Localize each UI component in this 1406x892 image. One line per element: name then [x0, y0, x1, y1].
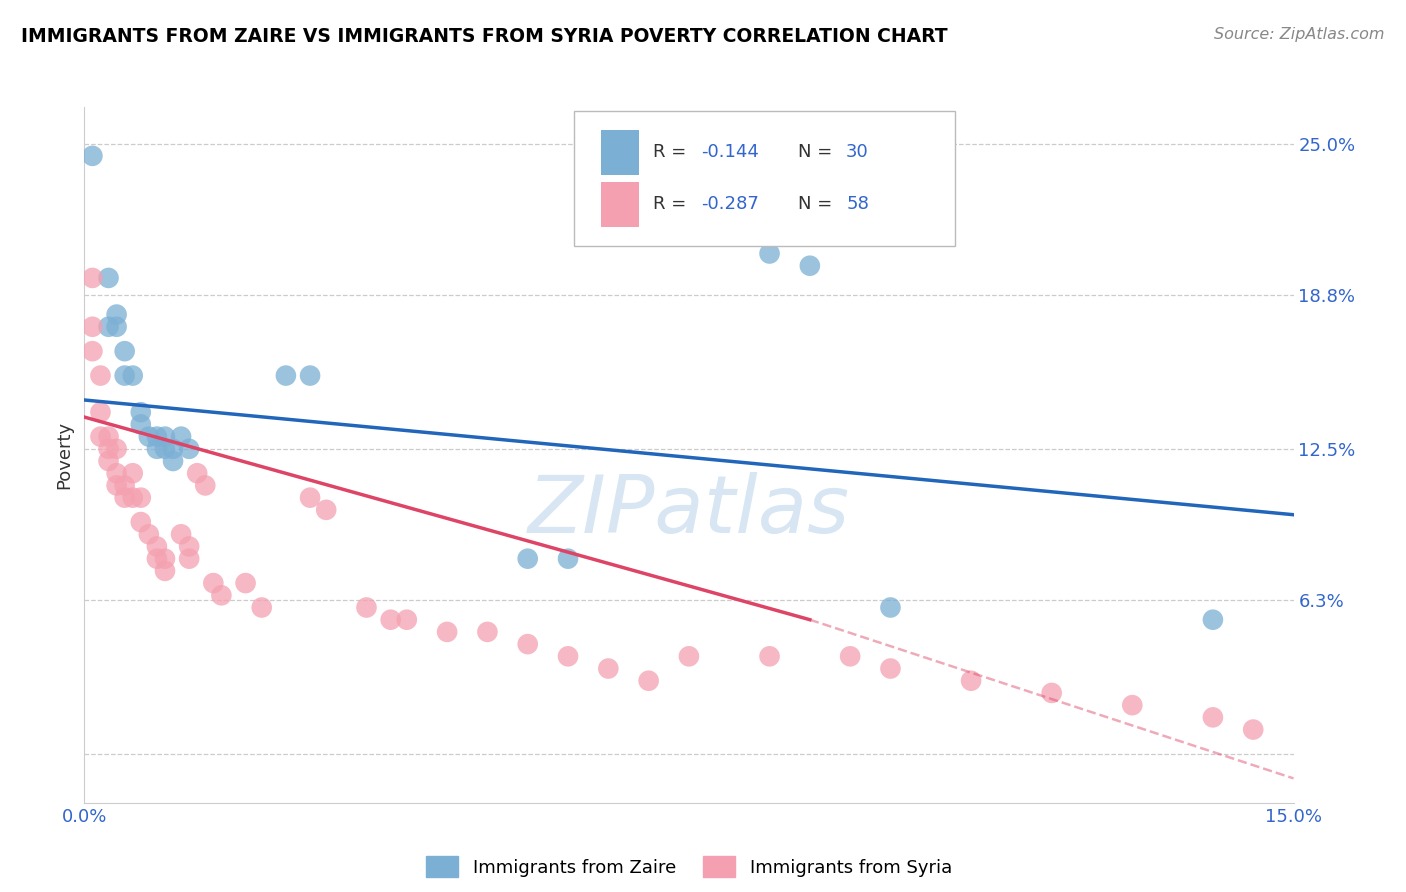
Point	[97, 319, 120, 334]
Text: Source: ZipAtlas.com: Source: ZipAtlas.com	[1215, 27, 1385, 42]
Point	[146, 551, 169, 566]
Point	[146, 429, 169, 443]
Point	[315, 503, 337, 517]
Point	[146, 442, 169, 456]
Point	[105, 442, 128, 456]
Point	[97, 271, 120, 285]
Point	[516, 551, 538, 566]
Bar	[600, 182, 640, 227]
Point	[105, 478, 128, 492]
Point	[194, 478, 217, 492]
Point	[179, 540, 201, 554]
Bar	[600, 129, 640, 175]
Text: R =: R =	[652, 195, 692, 213]
Text: 30: 30	[846, 144, 869, 161]
Point	[97, 454, 120, 468]
Point	[1202, 710, 1225, 724]
Text: -0.144: -0.144	[702, 144, 759, 161]
Point	[121, 467, 143, 481]
Point	[235, 576, 257, 591]
Point	[129, 405, 152, 419]
Point	[380, 613, 402, 627]
Legend: Immigrants from Zaire, Immigrants from Syria: Immigrants from Zaire, Immigrants from S…	[419, 849, 959, 884]
Point	[105, 467, 128, 481]
Point	[557, 551, 579, 566]
Point	[129, 491, 152, 505]
Point	[138, 429, 160, 443]
Point	[105, 319, 128, 334]
Point	[162, 454, 184, 468]
Text: N =: N =	[797, 144, 838, 161]
Point	[170, 527, 193, 541]
Point	[598, 661, 620, 675]
Point	[356, 600, 378, 615]
Point	[1040, 686, 1063, 700]
Point	[186, 467, 208, 481]
Point	[97, 442, 120, 456]
Point	[678, 649, 700, 664]
Text: IMMIGRANTS FROM ZAIRE VS IMMIGRANTS FROM SYRIA POVERTY CORRELATION CHART: IMMIGRANTS FROM ZAIRE VS IMMIGRANTS FROM…	[21, 27, 948, 45]
Point	[209, 588, 232, 602]
Point	[637, 673, 659, 688]
Point	[299, 368, 322, 383]
Point	[153, 564, 176, 578]
Point	[153, 442, 176, 456]
Point	[436, 624, 458, 639]
Point	[179, 551, 201, 566]
Point	[121, 368, 143, 383]
Point	[138, 527, 160, 541]
Text: N =: N =	[797, 195, 838, 213]
Point	[153, 551, 176, 566]
Point	[1241, 723, 1264, 737]
Point	[1121, 698, 1143, 713]
Point	[114, 478, 136, 492]
Point	[146, 540, 169, 554]
Text: R =: R =	[652, 144, 692, 161]
Point	[89, 405, 111, 419]
Point	[179, 442, 201, 456]
Point	[879, 600, 901, 615]
Point	[97, 429, 120, 443]
Point	[82, 149, 104, 163]
Point	[114, 344, 136, 359]
FancyBboxPatch shape	[574, 111, 955, 246]
Point	[114, 368, 136, 383]
Point	[129, 417, 152, 432]
Point	[82, 344, 104, 359]
Point	[105, 308, 128, 322]
Point	[82, 271, 104, 285]
Point	[129, 515, 152, 529]
Y-axis label: Poverty: Poverty	[55, 421, 73, 489]
Text: -0.287: -0.287	[702, 195, 759, 213]
Point	[89, 429, 111, 443]
Point	[879, 661, 901, 675]
Point	[758, 649, 780, 664]
Point	[395, 613, 418, 627]
Point	[170, 429, 193, 443]
Point	[299, 491, 322, 505]
Point	[121, 491, 143, 505]
Point	[114, 491, 136, 505]
Point	[557, 649, 579, 664]
Point	[960, 673, 983, 688]
Point	[89, 368, 111, 383]
Text: ZIPatlas: ZIPatlas	[527, 472, 851, 549]
Point	[799, 259, 821, 273]
Point	[274, 368, 297, 383]
Point	[202, 576, 225, 591]
Point	[153, 429, 176, 443]
Point	[839, 649, 862, 664]
Point	[162, 442, 184, 456]
Text: 58: 58	[846, 195, 869, 213]
Point	[1202, 613, 1225, 627]
Point	[758, 246, 780, 260]
Point	[516, 637, 538, 651]
Point	[477, 624, 499, 639]
Point	[250, 600, 273, 615]
Point	[82, 319, 104, 334]
